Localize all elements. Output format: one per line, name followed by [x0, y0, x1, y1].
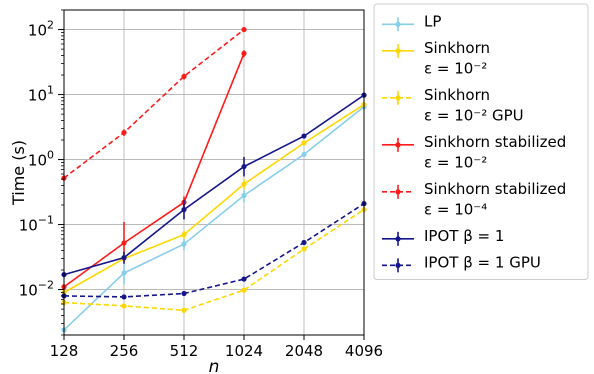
x-tick-label: 1024	[225, 342, 263, 360]
legend-label: IPOT β = 1	[424, 227, 504, 245]
data-point	[181, 241, 187, 247]
y-tick-base: 10	[19, 217, 38, 235]
series-line	[63, 103, 365, 294]
legend-item: Sinkhorn ε = 10⁻² GPU	[382, 86, 524, 124]
y-tick-label: 10−2	[19, 279, 54, 300]
x-tick-label: 2048	[285, 342, 323, 360]
legend-label: Sinkhorn	[424, 39, 490, 57]
legend-marker	[395, 21, 401, 27]
data-point	[301, 133, 307, 139]
x-axis: 128 256 512 1024 2048 4096	[50, 335, 383, 360]
x-tick-label: 512	[170, 342, 199, 360]
data-point	[121, 129, 127, 136]
legend-label: Sinkhorn stabilized	[424, 133, 566, 151]
y-tick-label: 100	[28, 149, 54, 170]
legend-label: IPOT β = 1 GPU	[424, 253, 541, 271]
legend-item: Sinkhorn stabilized ε = 10⁻²	[382, 133, 566, 171]
series-7	[61, 201, 367, 300]
y-tick-label: 10−1	[19, 214, 54, 235]
y-tick-exponent: 1	[47, 84, 54, 97]
series-line	[63, 28, 245, 179]
series-6	[61, 92, 367, 278]
data-point	[121, 303, 127, 309]
data-point	[241, 276, 247, 282]
legend-item: Sinkhorn ε = 10⁻²	[382, 39, 490, 77]
plot-frame	[63, 9, 365, 336]
series-line	[63, 202, 365, 298]
data-point	[181, 206, 187, 213]
data-point	[181, 307, 187, 313]
data-point	[301, 140, 307, 146]
y-tick-label: 101	[28, 84, 54, 105]
y-tick-exponent: 0	[47, 149, 54, 162]
data-point	[121, 270, 127, 276]
data-point	[241, 26, 247, 33]
y-tick-exponent: 2	[47, 19, 54, 32]
data-point	[241, 163, 247, 170]
x-axis-label: n	[209, 357, 220, 374]
series-line	[63, 53, 245, 288]
data-point	[181, 232, 187, 238]
y-tick-label: 102	[28, 19, 54, 40]
data-point	[241, 192, 247, 199]
x-tick-label: 256	[110, 342, 139, 360]
y-tick-base: 10	[28, 152, 47, 170]
data-point	[181, 73, 187, 80]
legend-marker	[395, 236, 401, 242]
data-point	[121, 255, 127, 261]
legend-label: ε = 10⁻⁴	[424, 200, 487, 218]
data-point	[301, 246, 307, 252]
legend-label: ε = 10⁻²	[424, 153, 487, 171]
legend-marker	[395, 95, 401, 101]
y-tick-base: 10	[19, 282, 38, 300]
legend-label: ε = 10⁻²	[424, 59, 487, 77]
legend-label: Sinkhorn	[424, 86, 490, 104]
x-tick-label: 128	[50, 342, 79, 360]
series-4	[61, 50, 247, 290]
series-line	[63, 208, 365, 312]
y-tick-base: 10	[28, 22, 47, 40]
data-point	[301, 239, 307, 246]
legend-marker	[395, 48, 401, 54]
y-tick-exponent: −1	[38, 214, 54, 227]
legend-frame	[373, 3, 589, 280]
series-2	[61, 102, 367, 296]
legend-label: ε = 10⁻² GPU	[424, 106, 524, 124]
y-tick-base: 10	[28, 87, 47, 105]
legend-item: Sinkhorn stabilized ε = 10⁻⁴	[382, 180, 566, 218]
legend-marker	[395, 262, 401, 268]
legend-marker	[395, 189, 401, 195]
legend-item: LP	[382, 12, 441, 32]
series-line	[63, 94, 365, 276]
x-tick-label: 4096	[345, 342, 383, 360]
legend-label: Sinkhorn stabilized	[424, 180, 566, 198]
series-1	[61, 104, 367, 333]
series-5	[61, 26, 247, 181]
series-layer	[61, 26, 367, 333]
data-point	[241, 181, 247, 187]
data-point	[241, 50, 247, 56]
data-point	[241, 287, 247, 293]
series-line	[63, 106, 365, 331]
legend-marker	[395, 142, 401, 148]
data-point	[181, 290, 187, 297]
legend-label: LP	[424, 12, 441, 30]
data-point	[121, 240, 127, 246]
legend-item: IPOT β = 1	[382, 227, 504, 246]
legend-item: IPOT β = 1 GPU	[382, 253, 541, 273]
y-axis-label: Time (s)	[9, 140, 28, 206]
data-point	[301, 151, 307, 158]
data-point	[121, 294, 127, 300]
y-tick-exponent: −2	[38, 279, 54, 292]
